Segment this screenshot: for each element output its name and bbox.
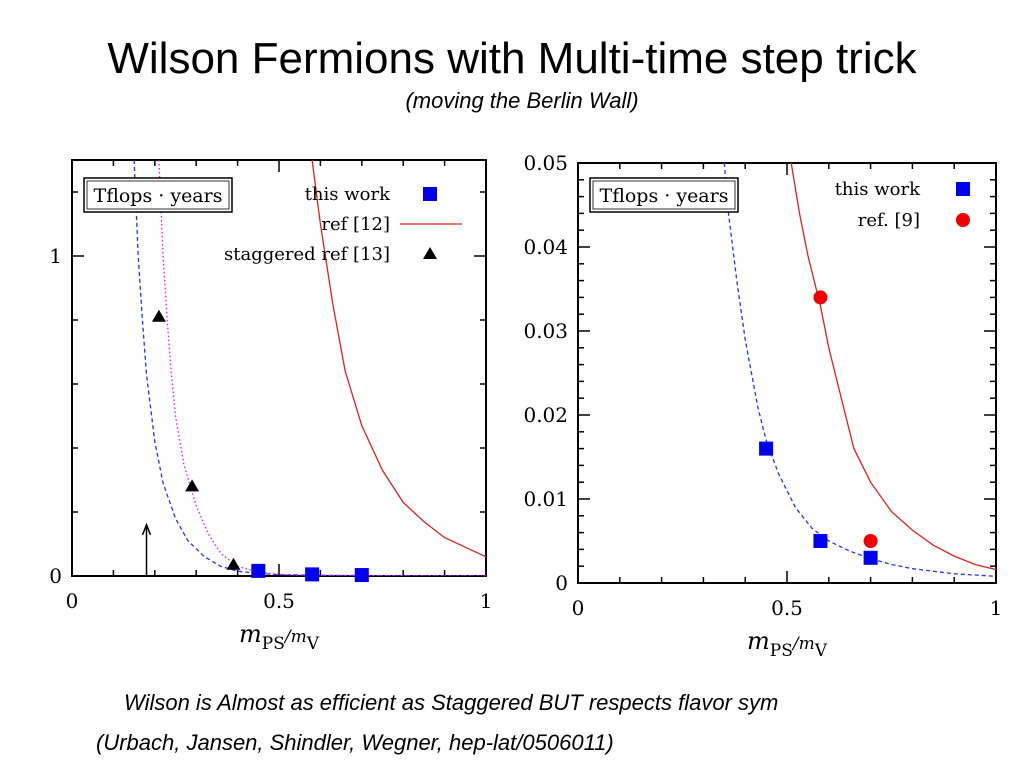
plot2-point-square xyxy=(863,550,878,565)
plot2-x-tick-label: 0 xyxy=(572,596,585,620)
footer-note: Wilson is Almost as efficient as Stagger… xyxy=(124,690,779,715)
plot1-point-square xyxy=(251,563,266,578)
plot2-point-circle xyxy=(863,534,878,548)
plot1-legend-label: ref [12] xyxy=(321,214,390,235)
plot2-x-tick-label: 0.5 xyxy=(771,596,803,620)
plot2-x-tick-label: 1 xyxy=(990,596,1003,620)
plot1-x-axis-label-part: PS xyxy=(262,634,285,654)
plot2-y-tick-label: 0.02 xyxy=(523,403,568,427)
plot1-boxed-label-frame xyxy=(83,177,233,213)
plot2-x-axis-label-part: PS xyxy=(770,641,793,661)
plot2-legend-swatch-circle xyxy=(956,213,970,227)
plot1-point-triangle xyxy=(185,479,200,492)
plot1-point-triangle xyxy=(226,557,241,570)
plot2-y-tick-label: 0 xyxy=(555,571,568,595)
plot2-frame xyxy=(577,162,997,584)
plot2-x-axis-label-part: /m xyxy=(791,634,815,654)
plot1-series-line-4 xyxy=(158,160,486,576)
plot2-point-square xyxy=(813,534,828,548)
plot1-series-line-1 xyxy=(311,160,486,558)
plot1-y-tick-label: 1 xyxy=(49,244,62,268)
plot1-x-tick-label: 0 xyxy=(66,589,79,613)
plot1-x-axis-label-part: V xyxy=(306,634,320,654)
plot1-boxed-label-inner xyxy=(86,180,230,210)
plot2-boxed-label-frame xyxy=(589,177,739,213)
plot1-series-line-3 xyxy=(133,160,486,576)
footer-citation: (Urbach, Jansen, Shindler, Wegner, hep-l… xyxy=(96,730,614,755)
plot1-arrow-head xyxy=(141,522,152,536)
plot1-frame xyxy=(71,159,487,577)
plot1-point-square xyxy=(305,567,320,582)
plot1-point-square xyxy=(354,568,369,583)
plot2-point-square xyxy=(759,441,774,456)
slide-subtitle: (moving the Berlin Wall) xyxy=(405,88,639,113)
plot2-x-axis-label: mPS/mV xyxy=(747,627,828,661)
plot2-x-axis-label-part: V xyxy=(814,641,828,661)
plot1-x-tick-label: 1 xyxy=(480,589,493,613)
plot2-y-tick-label: 0.04 xyxy=(523,235,568,259)
plot1-legend-swatch-triangle xyxy=(423,247,437,259)
plot1-legend-swatch-square xyxy=(423,187,437,201)
plot1-x-axis-label: mPS/mV xyxy=(239,620,320,654)
plot2-legend-swatch-square xyxy=(956,182,970,196)
plot1-boxed-label: Tflops · years xyxy=(94,185,223,207)
plot2-group: 0 0.5 1 0 0.01 0.02 0.03 0.04 0.05 mPS/mV Tflops ·… xyxy=(523,151,1002,661)
plot2-plot-area xyxy=(723,163,996,577)
plot2-legend-label: ref. [9] xyxy=(858,210,920,231)
plot2-point-circle xyxy=(813,290,828,305)
plot2-y-tick-label: 0.01 xyxy=(523,487,568,511)
plot2-legend-label: this work xyxy=(835,179,921,200)
plot1-x-axis-label-part: /m xyxy=(283,627,307,647)
plot2-x-axis-label-part: m xyxy=(747,627,770,655)
plot1-y-tick-label: 0 xyxy=(49,564,62,588)
plot1-legend-label: this work xyxy=(305,184,391,205)
plot2-series-line-3 xyxy=(790,163,996,571)
plot2-series-line-2 xyxy=(723,163,996,577)
plot2-boxed-label-inner xyxy=(592,180,736,210)
plot1-plot-area xyxy=(133,160,486,576)
plot1-point-triangle xyxy=(151,309,166,322)
plot1-group: 0 0.5 1 0 1 mPS/mV Tflops · years this work ref … xyxy=(49,159,493,654)
plot2-y-tick-label: 0.03 xyxy=(523,319,568,343)
plot1-legend-label: staggered ref [13] xyxy=(224,244,390,265)
plot2-boxed-label: Tflops · years xyxy=(600,185,729,207)
slide-title: Wilson Fermions with Multi-time step tri… xyxy=(107,34,917,83)
plot2-y-tick-label: 0.05 xyxy=(523,151,568,175)
plot1-x-axis-label-part: m xyxy=(239,620,262,648)
plot1-x-tick-label: 0.5 xyxy=(263,589,295,613)
